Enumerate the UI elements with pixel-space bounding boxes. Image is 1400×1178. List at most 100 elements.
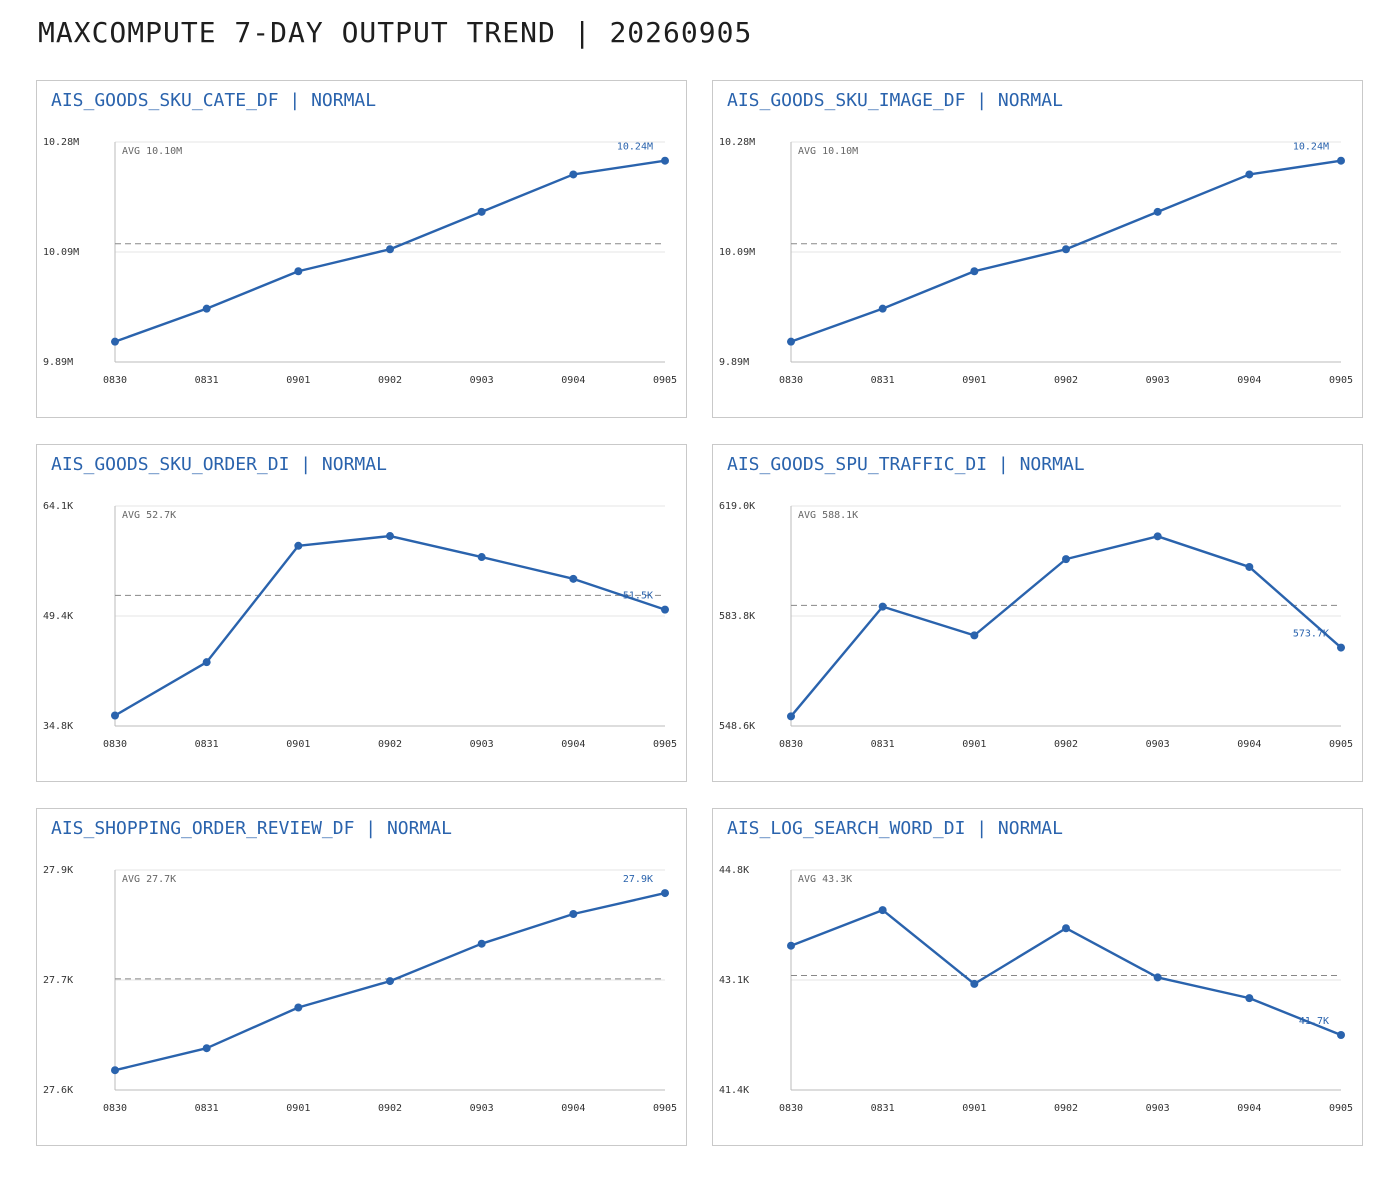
x-tick-label: 0831 bbox=[871, 1103, 895, 1114]
last-value-label: 51.5K bbox=[623, 591, 653, 602]
line-chart: 44.8K 43.1K 41.4K 0830 0831 0901 0902 0903 0904 0… bbox=[719, 865, 1353, 1114]
data-point bbox=[569, 574, 578, 583]
data-point bbox=[477, 553, 486, 562]
x-tick-label: 0903 bbox=[470, 1103, 494, 1114]
data-point bbox=[1062, 924, 1070, 933]
y-tick-label: 27.9K bbox=[43, 865, 73, 876]
x-tick-label: 0905 bbox=[1329, 375, 1353, 386]
y-tick-label: 34.8K bbox=[43, 721, 73, 732]
x-tick-label: 0902 bbox=[1054, 739, 1078, 750]
average-label: AVG 10.10M bbox=[798, 146, 858, 157]
data-point bbox=[1153, 532, 1162, 541]
x-tick-label: 0901 bbox=[962, 1103, 986, 1114]
chart-panel-spu-traffic: AIS_GOODS_SPU_TRAFFIC_DI | NORMAL 619.0K… bbox=[712, 444, 1363, 782]
x-tick-label: 0905 bbox=[1329, 1103, 1353, 1114]
data-point bbox=[386, 245, 394, 254]
data-point bbox=[1245, 994, 1254, 1003]
x-tick-label: 0903 bbox=[1146, 1103, 1170, 1114]
data-point bbox=[787, 941, 795, 950]
average-label: AVG 43.3K bbox=[798, 874, 852, 885]
x-tick-label: 0901 bbox=[962, 375, 986, 386]
data-point bbox=[878, 602, 887, 611]
x-tick-label: 0830 bbox=[103, 739, 127, 750]
x-tick-label: 0901 bbox=[286, 375, 310, 386]
x-tick-label: 0830 bbox=[779, 739, 803, 750]
y-tick-label: 43.1K bbox=[719, 975, 749, 986]
x-tick-label: 0902 bbox=[378, 375, 402, 386]
x-tick-label: 0901 bbox=[286, 1103, 310, 1114]
data-point bbox=[1153, 207, 1162, 216]
x-tick-label: 0830 bbox=[779, 375, 803, 386]
data-point bbox=[661, 605, 669, 614]
chart-panel-order-review: AIS_SHOPPING_ORDER_REVIEW_DF | NORMAL 27… bbox=[36, 808, 687, 1146]
line-chart: 64.1K 49.4K 34.8K 0830 0831 0901 0902 0903 0904 0… bbox=[43, 501, 677, 750]
x-tick-label: 0902 bbox=[378, 1103, 402, 1114]
chart-title: AIS_SHOPPING_ORDER_REVIEW_DF | NORMAL bbox=[51, 818, 452, 839]
data-point bbox=[787, 337, 795, 346]
chart-title: AIS_LOG_SEARCH_WORD_DI | NORMAL bbox=[727, 818, 1063, 839]
y-tick-label: 583.8K bbox=[719, 611, 755, 622]
line-chart: 619.0K 583.8K 548.6K 0830 0831 0901 0902 0903 09… bbox=[719, 501, 1353, 750]
data-point bbox=[970, 267, 979, 276]
series-line bbox=[114, 534, 666, 717]
average-label: AVG 10.10M bbox=[122, 146, 182, 157]
data-point bbox=[202, 1044, 211, 1053]
data-point bbox=[787, 712, 795, 721]
y-tick-label: 619.0K bbox=[719, 501, 755, 512]
x-tick-label: 0831 bbox=[195, 375, 219, 386]
average-label: AVG 27.7K bbox=[122, 874, 176, 885]
data-point bbox=[878, 304, 887, 313]
y-tick-label: 27.7K bbox=[43, 975, 73, 986]
data-point bbox=[661, 156, 669, 165]
data-point bbox=[202, 304, 211, 313]
x-tick-label: 0904 bbox=[561, 739, 585, 750]
chart-title: AIS_GOODS_SPU_TRAFFIC_DI | NORMAL bbox=[727, 454, 1085, 475]
last-value-label: 10.24M bbox=[1293, 142, 1329, 153]
x-tick-label: 0831 bbox=[871, 375, 895, 386]
data-point bbox=[294, 267, 303, 276]
page-title: MAXCOMPUTE 7-DAY OUTPUT TREND | 20260905 bbox=[38, 16, 753, 49]
x-tick-label: 0904 bbox=[1237, 375, 1261, 386]
last-value-label: 10.24M bbox=[617, 142, 653, 153]
data-point bbox=[111, 337, 119, 346]
last-value-label: 41.7K bbox=[1299, 1016, 1329, 1027]
y-tick-label: 27.6K bbox=[43, 1085, 73, 1096]
y-tick-label: 9.89M bbox=[719, 357, 749, 368]
y-tick-label: 548.6K bbox=[719, 721, 755, 732]
chart-title: AIS_GOODS_SKU_ORDER_DI | NORMAL bbox=[51, 454, 387, 475]
y-tick-label: 10.28M bbox=[43, 137, 79, 148]
data-point bbox=[661, 889, 669, 898]
x-tick-label: 0901 bbox=[286, 739, 310, 750]
x-tick-label: 0831 bbox=[871, 739, 895, 750]
data-point bbox=[294, 1003, 303, 1012]
average-label: AVG 588.1K bbox=[798, 510, 858, 521]
x-tick-label: 0831 bbox=[195, 1103, 219, 1114]
chart-panel-search-word: AIS_LOG_SEARCH_WORD_DI | NORMAL 44.8K 43.… bbox=[712, 808, 1363, 1146]
data-point bbox=[1245, 562, 1254, 571]
data-point bbox=[970, 979, 979, 988]
x-tick-label: 0902 bbox=[1054, 375, 1078, 386]
chart-title: AIS_GOODS_SKU_IMAGE_DF | NORMAL bbox=[727, 90, 1063, 111]
data-point bbox=[111, 1066, 119, 1075]
data-point bbox=[386, 977, 394, 986]
y-tick-label: 10.28M bbox=[719, 137, 755, 148]
x-tick-label: 0830 bbox=[103, 375, 127, 386]
data-point bbox=[1062, 245, 1070, 254]
line-chart: 27.9K 27.7K 27.6K 0830 0831 0901 0902 0903 0904 0… bbox=[43, 865, 677, 1114]
chart-title: AIS_GOODS_SKU_CATE_DF | NORMAL bbox=[51, 90, 377, 111]
y-tick-label: 10.09M bbox=[43, 247, 79, 258]
data-point bbox=[477, 939, 486, 948]
x-tick-label: 0903 bbox=[1146, 739, 1170, 750]
data-point bbox=[386, 532, 394, 541]
line-chart: 10.28M 10.09M 9.89M 0830 0831 0901 0902 0903 090… bbox=[719, 137, 1353, 386]
x-tick-label: 0905 bbox=[653, 739, 677, 750]
x-tick-label: 0830 bbox=[103, 1103, 127, 1114]
y-tick-label: 64.1K bbox=[43, 501, 73, 512]
chart-panel-sku-image: AIS_GOODS_SKU_IMAGE_DF | NORMAL 10.28M 10… bbox=[712, 80, 1363, 418]
y-tick-label: 9.89M bbox=[43, 357, 73, 368]
x-tick-label: 0904 bbox=[561, 375, 585, 386]
y-tick-label: 49.4K bbox=[43, 611, 73, 622]
average-label: AVG 52.7K bbox=[122, 510, 176, 521]
y-tick-label: 44.8K bbox=[719, 865, 749, 876]
x-tick-label: 0830 bbox=[779, 1103, 803, 1114]
